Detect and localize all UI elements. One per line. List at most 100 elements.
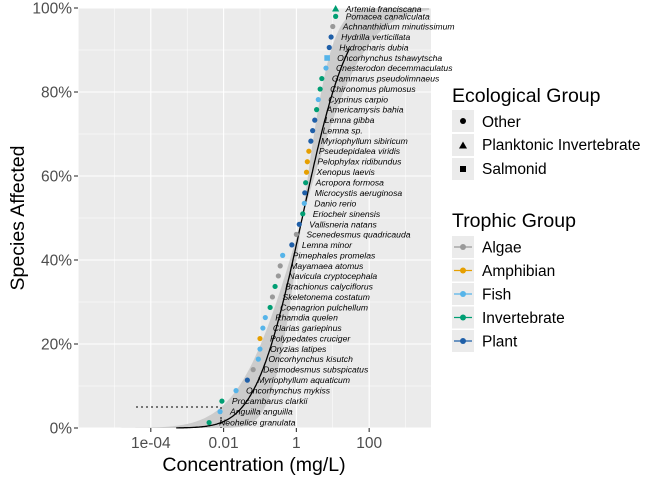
legend-dot-icon xyxy=(460,267,466,274)
legend-eco-label: Planktonic Invertebrate xyxy=(482,137,641,154)
species-label: Oncorhynchus mykiss xyxy=(246,386,331,396)
data-point xyxy=(272,283,278,290)
data-point xyxy=(269,294,276,300)
species-label: Hydrilla verticillata xyxy=(341,32,410,42)
data-point xyxy=(319,75,325,82)
legend-eco-label: Other xyxy=(482,114,521,131)
data-point xyxy=(303,180,309,186)
legend-ecological-group: Ecological Group Other Planktonic Invert… xyxy=(452,85,641,180)
species-label: Oncorhynchus tshawytscha xyxy=(337,53,442,63)
species-label: Navicula cryptocephala xyxy=(288,271,377,281)
fit-curve xyxy=(176,48,351,429)
legend-trophic-label: Plant xyxy=(482,334,518,351)
hc5-guide xyxy=(136,406,222,428)
species-label: Myriophyllum sibiricum xyxy=(321,136,408,146)
data-point xyxy=(280,252,286,258)
species-label: Gammarus pseudolimnaeus xyxy=(332,74,440,84)
species-label: Skeletonema costatum xyxy=(282,292,369,302)
species-label: Pelophylax ridibundus xyxy=(317,157,402,167)
species-label: Americamysis bahia xyxy=(326,105,404,115)
species-label: Achnanthidium minutissimum xyxy=(342,21,455,31)
legend-trophic-label: Algae xyxy=(482,240,522,257)
y-tick-label: 20% xyxy=(41,337,72,354)
data-point xyxy=(323,65,329,71)
data-point xyxy=(314,107,320,113)
data-point xyxy=(333,13,339,19)
data-point xyxy=(310,128,316,134)
legend-dot-icon xyxy=(460,314,466,321)
y-tick-label: 60% xyxy=(41,169,72,186)
square-shape-icon xyxy=(460,166,466,172)
y-axis: 0% 20% 40% 60% 80% 100% xyxy=(32,1,78,438)
data-point xyxy=(312,117,318,123)
y-tick-label: 40% xyxy=(41,253,72,270)
legend-dot-icon xyxy=(460,244,466,250)
legend-trophic-label: Amphibian xyxy=(482,263,555,280)
data-point xyxy=(233,388,239,394)
species-label: Xenopus laevis xyxy=(316,167,376,177)
y-tick-label: 0% xyxy=(50,421,73,438)
data-point xyxy=(300,211,306,217)
legend-dot-icon xyxy=(460,338,466,344)
species-label: Danio rerio xyxy=(314,198,356,208)
species-label: Desmodesmus subspicatus xyxy=(263,365,369,375)
data-point xyxy=(289,242,295,248)
data-point xyxy=(244,377,250,383)
data-point xyxy=(293,231,299,237)
data-point xyxy=(219,398,225,404)
data-point xyxy=(328,34,334,40)
species-label: Polypedates cruciger xyxy=(270,334,351,344)
data-point xyxy=(255,356,261,362)
x-tick-label: 1 xyxy=(292,435,301,452)
data-point xyxy=(250,367,256,373)
data-point xyxy=(296,221,302,227)
y-tick-label: 80% xyxy=(41,85,72,102)
species-label: Eriocheir sinensis xyxy=(313,209,381,219)
species-label: Anguilla anguilla xyxy=(229,407,293,417)
data-point xyxy=(267,304,273,311)
data-point xyxy=(326,44,332,51)
legend-trophic-label: Invertebrate xyxy=(482,310,565,327)
data-point xyxy=(275,273,281,279)
species-label: Vallisneria natans xyxy=(309,219,377,229)
species-label: Lemna sp. xyxy=(323,126,363,136)
species-label: Cnesterodon decemmaculatus xyxy=(336,63,453,73)
x-axis: 1e-04 0.01 1 100 xyxy=(131,428,382,452)
species-label: Acropora formosa xyxy=(315,178,385,188)
data-point xyxy=(324,55,330,61)
species-label: Oncorhynchus kisutch xyxy=(268,354,353,364)
x-tick-label: 0.01 xyxy=(208,435,238,452)
species-label: Hydrocharis dubia xyxy=(339,42,408,52)
data-point xyxy=(257,346,263,352)
gridlines xyxy=(77,7,431,429)
data-point xyxy=(206,419,212,426)
species-label: Procambarus clarkii xyxy=(232,396,309,406)
data-point xyxy=(332,5,340,12)
data-point xyxy=(317,86,323,92)
species-label: Rhamdia quelen xyxy=(275,313,338,323)
species-label: Neohelice granulata xyxy=(219,418,296,428)
data-point xyxy=(315,96,321,103)
species-label: Lemna minor xyxy=(302,240,353,250)
species-label: Artemia franciscana xyxy=(345,4,422,14)
species-label: Pseudepidalea viridis xyxy=(319,146,401,156)
x-tick-label: 100 xyxy=(356,435,382,452)
species-label: Oryzias latipes xyxy=(270,344,327,354)
data-point xyxy=(277,263,283,269)
legend-eco-title: Ecological Group xyxy=(452,85,601,107)
data-point xyxy=(308,138,314,144)
species-label: Pimephales promelas xyxy=(293,250,376,260)
species-label: Cyprinus carpio xyxy=(328,95,388,105)
species-label: Microcystis aeruginosa xyxy=(315,188,403,198)
legend-eco-label: Salmonid xyxy=(482,161,547,178)
legend-trophic-title: Trophic Group xyxy=(452,210,576,232)
data-point xyxy=(217,409,223,415)
data-point xyxy=(301,200,307,206)
species-label: Myriophyllum aquaticum xyxy=(257,375,350,385)
data-point xyxy=(260,325,266,331)
legend-dot-icon xyxy=(460,291,466,297)
triangle-shape-icon xyxy=(459,141,467,149)
species-label: Scenedesmus quadricauda xyxy=(306,229,410,239)
data-point xyxy=(302,190,308,196)
data-point xyxy=(257,335,263,342)
